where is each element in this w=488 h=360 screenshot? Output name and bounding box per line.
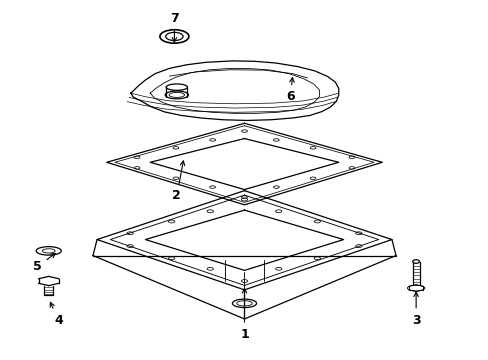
Text: 3: 3: [411, 292, 420, 327]
Text: 5: 5: [33, 253, 55, 273]
Text: 2: 2: [172, 161, 184, 202]
Text: 4: 4: [50, 302, 62, 327]
Text: 6: 6: [285, 78, 294, 103]
Text: 7: 7: [170, 12, 179, 42]
Text: 1: 1: [240, 289, 248, 341]
